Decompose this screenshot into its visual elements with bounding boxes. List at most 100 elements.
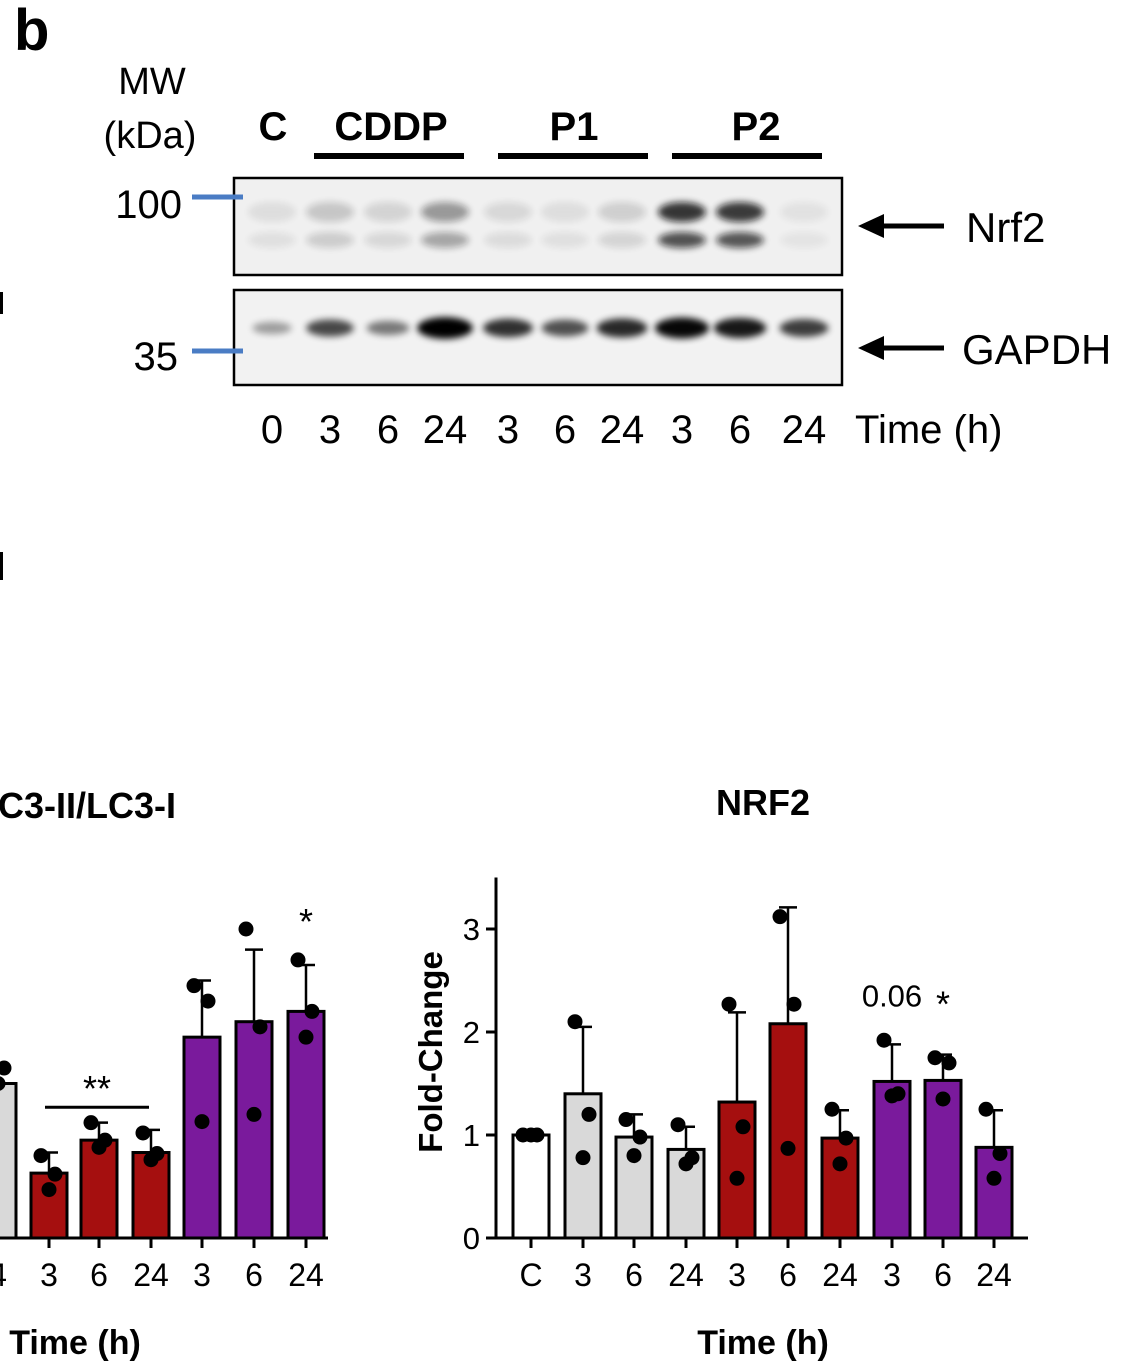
nrf2-band-lower <box>484 232 532 248</box>
x-tick-label: 3 <box>574 1257 592 1293</box>
group-label-p2: P2 <box>732 105 781 149</box>
data-point <box>678 1156 694 1172</box>
nrf2-band-lower <box>780 232 828 248</box>
data-point <box>0 1060 12 1076</box>
data-point <box>581 1106 597 1122</box>
data-point <box>626 1148 642 1164</box>
edge-tick-2 <box>0 552 3 580</box>
bar <box>286 1009 326 1240</box>
data-point <box>832 1156 848 1172</box>
gapdh-blot-frame <box>232 288 844 387</box>
y-tick-label: 0 <box>463 1221 480 1256</box>
data-point <box>618 1112 634 1128</box>
data-point <box>91 1139 107 1155</box>
significance-label: * <box>936 984 950 1025</box>
x-tick-label: 24 <box>976 1257 1012 1293</box>
data-point <box>143 1152 159 1168</box>
data-point <box>186 978 202 994</box>
gapdh-band <box>541 319 589 337</box>
nrf2-band-upper <box>248 202 296 222</box>
data-point <box>298 1029 314 1045</box>
nrf2-band-lower <box>306 232 354 248</box>
lane-label: 24 <box>782 408 827 452</box>
data-point <box>838 1130 854 1146</box>
gapdh-band <box>306 319 354 337</box>
data-point <box>47 1166 63 1182</box>
gapdh-band <box>713 318 767 338</box>
nrf2-band-label: Nrf2 <box>966 204 1045 251</box>
data-point <box>194 1114 210 1130</box>
x-tick-label: 6 <box>625 1257 643 1293</box>
x-tick-label: 4 <box>0 1257 7 1293</box>
gapdh-arrow-icon <box>858 336 944 360</box>
data-point <box>41 1182 57 1198</box>
gapdh-band-label: GAPDH <box>962 326 1111 373</box>
gapdh-band <box>483 318 533 338</box>
x-tick-label: C <box>519 1257 542 1293</box>
data-point <box>876 1032 892 1048</box>
data-point <box>780 1140 796 1156</box>
bar <box>234 1020 274 1240</box>
nrf2-blot-frame <box>232 176 844 277</box>
edge-tick-1 <box>0 292 3 314</box>
x-tick-label: 24 <box>822 1257 858 1293</box>
lane-label: 24 <box>600 408 645 452</box>
data-point <box>0 1076 6 1091</box>
nrf2-bands <box>248 202 828 248</box>
nrf2-band-lower <box>716 232 764 248</box>
nrf2-band-upper <box>364 202 412 222</box>
x-tick-label: 6 <box>779 1257 797 1293</box>
data-point <box>290 952 306 968</box>
gapdh-band <box>779 319 829 337</box>
y-tick-label: 3 <box>463 912 480 947</box>
gapdh-bands <box>252 317 829 339</box>
x-tick-label: 6 <box>90 1257 108 1293</box>
bar <box>511 1133 551 1240</box>
nrf2-band-upper <box>306 202 354 222</box>
bar <box>79 1138 119 1240</box>
data-point <box>729 1170 745 1186</box>
x-tick-label: 6 <box>934 1257 952 1293</box>
lane-time-labels: 0 3 6 24 3 6 24 3 6 24 <box>261 408 826 452</box>
group-label-c: C <box>259 105 288 149</box>
data-point <box>824 1101 840 1117</box>
bar <box>974 1145 1014 1240</box>
group-label-p1: P1 <box>550 105 599 149</box>
data-point <box>735 1119 751 1135</box>
gapdh-band <box>366 320 410 336</box>
gapdh-band <box>596 318 648 338</box>
nrf2-band-lower <box>598 232 646 248</box>
data-point <box>721 996 737 1012</box>
mw-label: MW <box>118 61 186 103</box>
lc3-chart-title: C3-II/LC3-I <box>0 785 176 826</box>
nrf2-band-upper <box>541 202 589 222</box>
nrf2-band-upper <box>780 202 828 222</box>
data-point <box>978 1101 994 1117</box>
lane-label: 3 <box>497 408 519 452</box>
nrf2-chart-title: NRF2 <box>716 782 810 823</box>
x-tick-label: 3 <box>193 1257 211 1293</box>
lane-label: 6 <box>729 408 751 452</box>
bar <box>182 1035 222 1240</box>
marker-100-label: 100 <box>115 183 182 227</box>
gapdh-band <box>417 317 473 339</box>
lane-label: 0 <box>261 408 283 452</box>
gapdh-band <box>252 321 292 335</box>
data-point <box>632 1129 648 1145</box>
nrf2-band-upper <box>484 202 532 222</box>
data-point <box>83 1115 99 1131</box>
nrf2-band-lower <box>248 232 296 248</box>
x-tick-label: 24 <box>133 1257 169 1293</box>
panel-label: b <box>14 0 49 63</box>
data-point <box>523 1127 539 1143</box>
y-tick-label: 2 <box>463 1015 480 1050</box>
significance-label: ** <box>83 1068 111 1109</box>
nrf2-blot-strip <box>234 178 842 275</box>
nrf2-x-axis-title: Time (h) <box>697 1324 829 1362</box>
bar <box>872 1079 912 1240</box>
nrf2-band-upper <box>716 202 764 222</box>
